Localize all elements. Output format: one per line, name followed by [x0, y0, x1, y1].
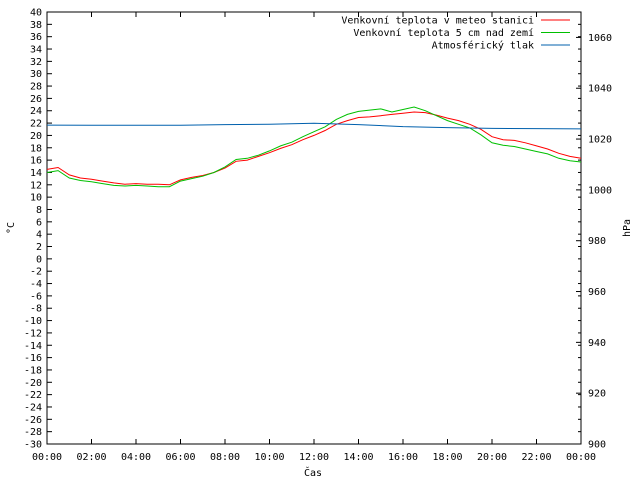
- y-tick-label-left: -4: [30, 279, 42, 290]
- ticks: 4038363432302826242220181614121086420-2-…: [24, 8, 612, 464]
- legend-label-1: Venkovní teplota v meteo stanici: [341, 15, 534, 27]
- x-tick-label: 12:00: [299, 452, 329, 463]
- y-tick-label-left: -10: [24, 316, 42, 327]
- y-tick-label-left: 0: [36, 254, 42, 265]
- x-tick-label: 08:00: [210, 452, 240, 463]
- y-tick-label-left: -8: [30, 304, 42, 315]
- x-tick-label: 00:00: [566, 452, 596, 463]
- y-tick-label-right: 900: [588, 440, 606, 451]
- series-line-1: [46, 111, 582, 186]
- y-tick-label-left: -20: [24, 378, 42, 389]
- y-axis-label-left: °C: [6, 222, 17, 234]
- series: [46, 106, 582, 188]
- y-tick-label-left: 16: [30, 156, 42, 167]
- y-tick-label-left: 28: [30, 82, 42, 93]
- x-tick-label: 22:00: [521, 452, 551, 463]
- plot-frame: [46, 11, 582, 445]
- y-tick-label-left: -26: [24, 415, 42, 426]
- y-tick-label-left: -22: [24, 390, 42, 401]
- x-tick-label: 16:00: [388, 452, 418, 463]
- y-tick-label-left: 40: [30, 8, 42, 19]
- y-tick-label-left: -2: [30, 267, 42, 278]
- x-tick-label: 02:00: [76, 452, 106, 463]
- y-tick-label-left: -28: [24, 427, 42, 438]
- y-tick-label-left: 14: [30, 168, 42, 179]
- x-tick-label: 14:00: [343, 452, 373, 463]
- y-tick-label-left: 32: [30, 57, 42, 68]
- y-tick-label-left: 30: [30, 69, 42, 80]
- y-tick-label-right: 960: [588, 287, 606, 298]
- y-tick-label-right: 940: [588, 338, 606, 349]
- y-tick-label-left: -24: [24, 402, 42, 413]
- y-tick-label-left: 22: [30, 119, 42, 130]
- y-tick-label-left: 24: [30, 106, 42, 117]
- y-tick-label-right: 1040: [588, 84, 612, 95]
- legend: Venkovní teplota v meteo staniciVenkovní…: [341, 15, 570, 52]
- y-tick-label-left: 2: [36, 242, 42, 253]
- y-tick-label-right: 1060: [588, 33, 612, 44]
- y-tick-label-left: -14: [24, 341, 42, 352]
- x-tick-label: 00:00: [32, 452, 62, 463]
- y-tick-label-left: 18: [30, 143, 42, 154]
- y-tick-label-right: 1000: [588, 185, 612, 196]
- x-tick-label: 06:00: [165, 452, 195, 463]
- x-tick-label: 20:00: [477, 452, 507, 463]
- y-tick-label-left: -18: [24, 365, 42, 376]
- y-tick-label-left: -12: [24, 328, 42, 339]
- y-tick-label-left: 26: [30, 94, 42, 105]
- y-tick-label-left: 38: [30, 20, 42, 31]
- y-tick-label-right: 980: [588, 236, 606, 247]
- y-tick-label-left: 36: [30, 32, 42, 43]
- y-tick-label-left: 34: [30, 45, 42, 56]
- legend-label-3: Atmosférický tlak: [432, 40, 534, 52]
- y-tick-label-right: 920: [588, 389, 606, 400]
- x-tick-label: 18:00: [432, 452, 462, 463]
- series-line-3: [46, 122, 582, 130]
- y-tick-label-left: -30: [24, 440, 42, 451]
- y-tick-label-left: 6: [36, 217, 42, 228]
- y-tick-label-left: -16: [24, 353, 42, 364]
- axes: [46, 11, 582, 445]
- series-line-2: [46, 106, 582, 188]
- y-axis-label-right: hPa: [622, 219, 633, 237]
- x-axis-label: Čas: [304, 466, 322, 479]
- x-tick-label: 10:00: [254, 452, 284, 463]
- y-tick-label-left: 12: [30, 180, 42, 191]
- y-tick-label-left: -6: [30, 291, 42, 302]
- y-tick-label-right: 1020: [588, 135, 612, 146]
- y-tick-label-left: 20: [30, 131, 42, 142]
- x-tick-label: 04:00: [121, 452, 151, 463]
- y-tick-label-left: 10: [30, 193, 42, 204]
- y-tick-label-left: 8: [36, 205, 42, 216]
- y-tick-label-left: 4: [36, 230, 42, 241]
- legend-label-2: Venkovní teplota 5 cm nad zemí: [353, 27, 534, 39]
